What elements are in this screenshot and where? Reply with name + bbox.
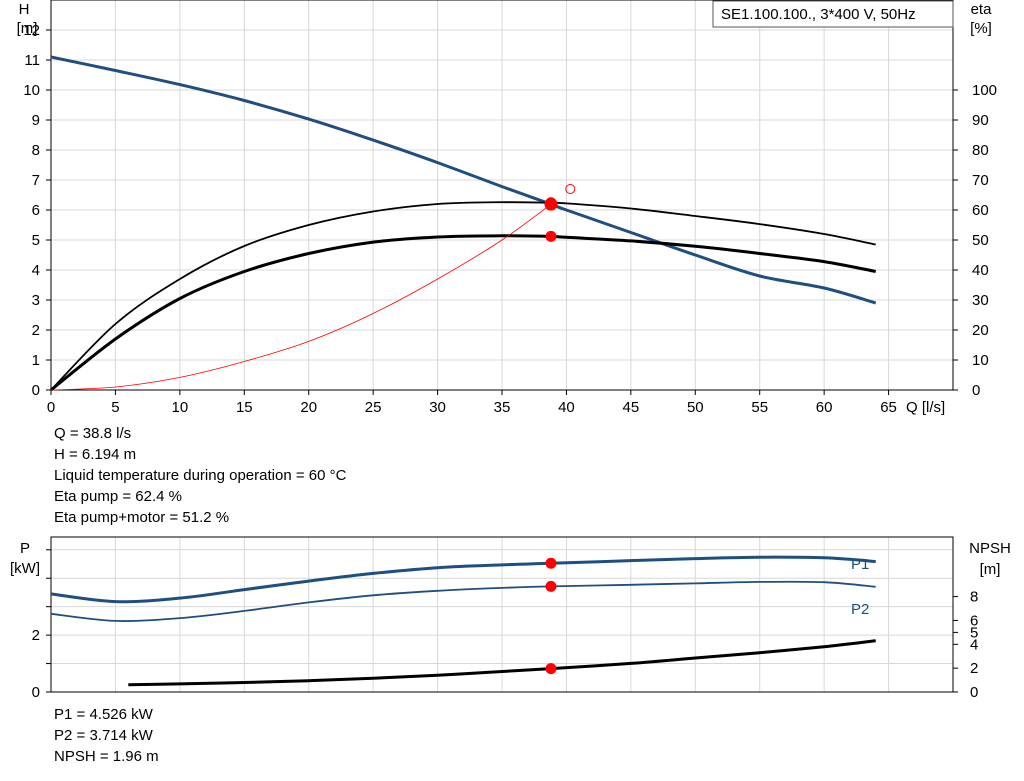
y-tick-label: 0 [32, 382, 40, 399]
x-tick-label: 0 [47, 399, 55, 416]
x-axis-label: Q [l/s] [906, 399, 945, 416]
power-npsh-info: P1 = 4.526 kW P2 = 3.714 kW NPSH = 1.96 … [54, 704, 159, 767]
open-marker [565, 184, 576, 194]
p1-curve-label: P1 [851, 556, 869, 573]
y2-tick-label: 0 [970, 684, 978, 701]
chart-title: SE1.100.100., 3*400 V, 50Hz [721, 6, 916, 23]
system-curve-curve [50, 203, 552, 391]
y2-tick-label: 4 [970, 636, 978, 653]
y-tick-label: 12 [23, 22, 40, 39]
y2-axis-unit: [%] [970, 20, 992, 37]
info-npsh: NPSH = 1.96 m [54, 748, 159, 765]
eta-pump-motor-operating-point [545, 230, 557, 242]
info-liquid-temperature: Liquid temperature during operation = 60… [54, 467, 347, 484]
chart-grid [51, 537, 954, 692]
y2-tick-label: 30 [972, 292, 989, 309]
y2-axis-label: NPSH [969, 540, 1011, 557]
operating-point-markers [544, 184, 576, 242]
eta-pump-curve [50, 201, 876, 391]
axis-ticks: 0 5 10 15 20 25 30 35 40 45 50 55 60 6501234567891011… [23, 22, 997, 416]
y2-tick-label: 20 [972, 322, 989, 339]
y2-tick-label: 80 [972, 142, 989, 159]
y-tick-label: 2 [32, 627, 40, 644]
y-tick-label: 10 [23, 82, 40, 99]
x-tick-label: 5 [111, 399, 119, 416]
y2-tick-label: 6 [970, 612, 978, 629]
p1-curve [50, 555, 876, 604]
head-curve [50, 55, 877, 305]
y-tick-label: 2 [32, 322, 40, 339]
info-eta-pump: Eta pump = 62.4 % [54, 488, 182, 505]
y-tick-label: 5 [32, 232, 40, 249]
y-tick-label: 11 [24, 52, 40, 69]
y2-tick-label: 90 [972, 112, 989, 129]
p2-operating-point [545, 580, 557, 592]
y2-tick-label: 50 [972, 232, 989, 249]
y2-axis-label: eta [971, 1, 993, 18]
chart-series: P1 P2 [50, 555, 876, 687]
p2-curve [50, 580, 876, 622]
duty-point-info: Q = 38.8 l/s H = 6.194 m Liquid temperat… [54, 423, 346, 528]
x-tick-label: 40 [558, 399, 575, 416]
x-tick-label: 55 [751, 399, 768, 416]
operating-point-markers [545, 557, 557, 675]
chart-grid [51, 0, 954, 390]
info-p2: P2 = 3.714 kW [54, 727, 153, 744]
info-eta-pump-motor: Eta pump+motor = 51.2 % [54, 509, 230, 526]
x-tick-label: 45 [623, 399, 640, 416]
y-tick-label: 1 [32, 352, 40, 369]
y-tick-label: 6 [32, 202, 40, 219]
y-axis-label: P [20, 540, 30, 557]
npsh-operating-point [545, 663, 557, 675]
y2-tick-label: 2 [970, 660, 978, 677]
y2-tick-label: 10 [972, 352, 989, 369]
y-tick-label: 4 [32, 262, 40, 279]
x-tick-label: 60 [816, 399, 833, 416]
y-tick-label: 0 [32, 684, 40, 701]
info-flow: Q = 38.8 l/s [54, 425, 132, 442]
y-tick-label: 7 [32, 172, 40, 189]
info-p1: P1 = 4.526 kW [54, 706, 153, 723]
y2-tick-label: 0 [972, 382, 980, 399]
chart-series [50, 55, 877, 392]
pump-performance-chart: 0 5 10 15 20 25 30 35 40 45 50 55 60 6501234567891011… [17, 0, 997, 416]
y-axis-label: H [19, 1, 30, 18]
x-tick-label: 65 [880, 399, 897, 416]
x-tick-label: 35 [494, 399, 511, 416]
x-tick-label: 15 [236, 399, 253, 416]
y2-axis-unit: [m] [980, 561, 1001, 578]
x-tick-label: 30 [429, 399, 446, 416]
y-axis-unit: [kW] [10, 560, 40, 577]
y-tick-label: 8 [32, 142, 40, 159]
x-tick-label: 50 [687, 399, 704, 416]
y2-tick-label: 60 [972, 202, 989, 219]
y-tick-label: 9 [32, 112, 40, 129]
p2-curve-label: P2 [851, 601, 869, 618]
y-axis-unit: [m] [17, 20, 38, 37]
y2-tick-label: 8 [970, 589, 978, 606]
p1-operating-point [545, 557, 557, 569]
eta-pump-motor-curve [50, 234, 876, 392]
npsh-curve [128, 639, 876, 687]
title-box [712, 0, 954, 28]
y-tick-label: 3 [32, 292, 40, 309]
x-tick-label: 20 [300, 399, 317, 416]
plot-frame [50, 536, 954, 693]
head-operating-point [544, 197, 558, 211]
axis-ticks: 0 2 0 2 456 8 [32, 549, 978, 701]
y2-tick-label: 100 [972, 82, 997, 99]
y2-tick-label: 70 [972, 172, 989, 189]
x-tick-label: 10 [172, 399, 189, 416]
info-head: H = 6.194 m [54, 446, 137, 463]
y2-tick-label: 5 [970, 624, 978, 641]
x-tick-label: 25 [365, 399, 382, 416]
y2-tick-label: 40 [972, 262, 989, 279]
